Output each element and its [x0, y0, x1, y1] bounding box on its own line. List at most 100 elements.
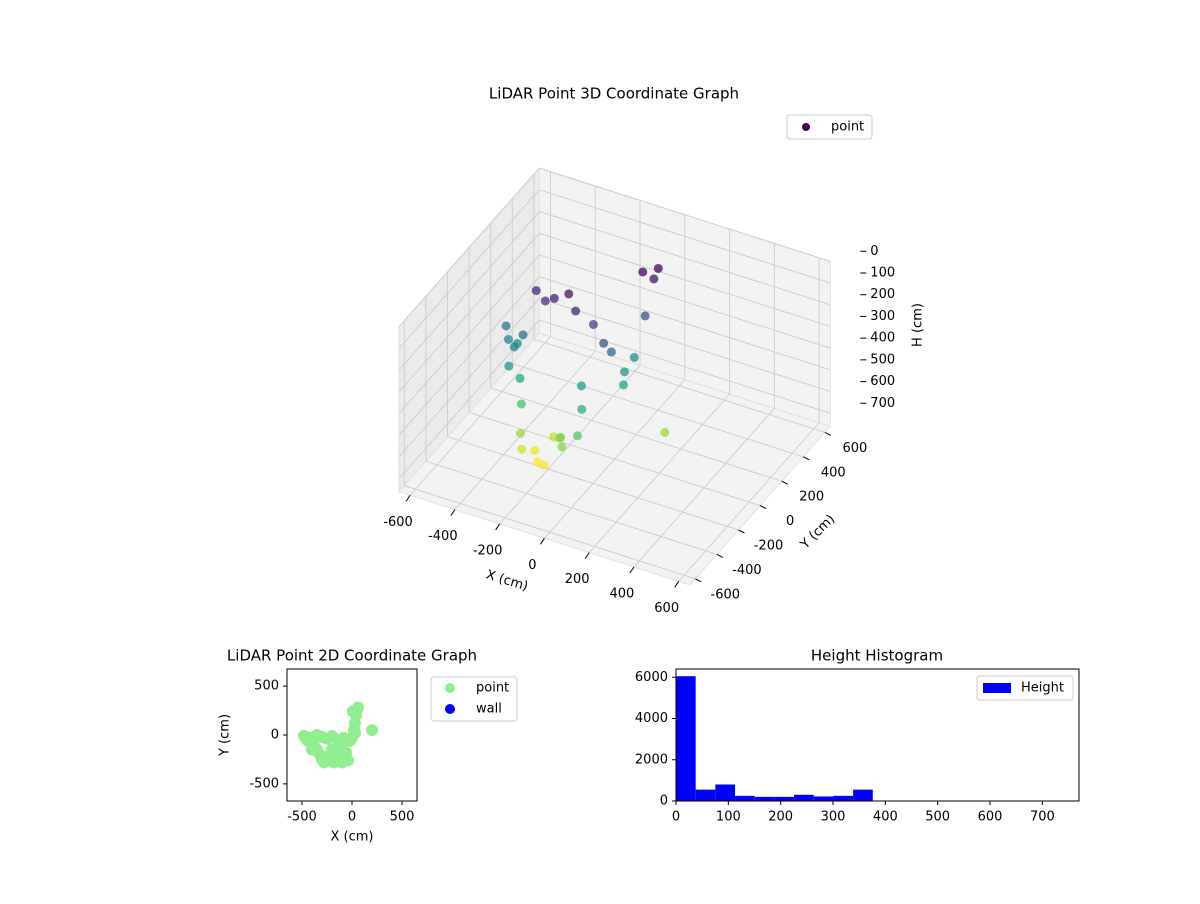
bar	[715, 784, 736, 801]
legend-marker	[802, 123, 810, 131]
point	[501, 321, 511, 331]
grid-line	[533, 338, 826, 433]
grid-line	[398, 189, 540, 349]
y-tick	[803, 456, 810, 461]
y-tick-label: 6000	[635, 670, 668, 685]
bar	[833, 795, 854, 801]
x-tick-label: -200	[473, 543, 503, 558]
z-tick-label: 400	[870, 331, 895, 346]
x-tick-label: 0	[348, 810, 356, 825]
point	[660, 428, 670, 438]
point	[516, 399, 526, 409]
point	[549, 293, 559, 303]
z-tick-label: 500	[870, 352, 895, 367]
z-tick-label: 300	[870, 309, 895, 324]
x-tick	[539, 538, 545, 545]
x-tick	[450, 509, 456, 516]
point	[515, 428, 525, 438]
x-tick	[405, 495, 411, 502]
z-tick-label: 200	[870, 287, 895, 302]
point	[515, 373, 525, 383]
point	[366, 724, 378, 737]
z-tick-label: 600	[870, 374, 895, 389]
x-tick-label: 300	[821, 810, 846, 825]
point	[571, 306, 581, 316]
x-tick	[629, 566, 635, 574]
chart-title: LiDAR Point 3D Coordinate Graph	[489, 85, 739, 103]
grid-line	[539, 189, 831, 284]
x-tick-label: 700	[1030, 810, 1055, 825]
z-axis-label: H (cm)	[911, 303, 926, 347]
bar	[853, 789, 873, 801]
point	[576, 381, 586, 391]
grid-line	[398, 254, 540, 414]
point	[557, 442, 567, 452]
x-tick-label: -500	[287, 810, 317, 825]
point	[588, 319, 598, 329]
x-tick-label: 500	[390, 810, 415, 825]
x-tick-label: -400	[428, 529, 458, 544]
y-tick-label: 200	[799, 490, 824, 505]
y-tick-label: 600	[842, 441, 867, 456]
y-tick-label: 400	[821, 465, 846, 480]
x-tick-label: 500	[925, 810, 950, 825]
point	[649, 274, 659, 284]
point	[577, 404, 587, 414]
point	[653, 263, 663, 273]
x-tick-label: 600	[654, 601, 679, 616]
grid-line	[539, 319, 831, 414]
grid-line	[490, 387, 782, 482]
y-tick	[716, 553, 724, 558]
legend-box	[430, 676, 518, 722]
point	[640, 311, 650, 321]
y-tick-label: 2000	[635, 752, 668, 767]
x-tick-label: 100	[716, 810, 741, 825]
grid-line	[512, 363, 804, 458]
grid-line	[539, 254, 831, 349]
legend-box	[976, 675, 1074, 701]
y-tick-label: -200	[754, 539, 784, 554]
x-axis-label: X (cm)	[331, 830, 374, 845]
legend-marker	[445, 683, 455, 693]
axes-frame	[675, 668, 1080, 802]
y-tick-label: 0	[271, 728, 279, 743]
point	[517, 444, 527, 454]
y-tick-label: -600	[711, 587, 741, 602]
legend-label: wall	[476, 702, 502, 717]
x-tick-label: 0	[528, 558, 536, 573]
legend-box	[786, 114, 873, 140]
bar	[754, 796, 775, 801]
grid-line	[539, 167, 831, 262]
y-tick-label: 0	[786, 514, 794, 529]
point	[606, 347, 616, 357]
y-tick-label: -400	[732, 563, 762, 578]
point	[629, 352, 639, 362]
point	[638, 267, 648, 277]
bar	[695, 789, 716, 801]
bar	[774, 796, 795, 801]
bar	[676, 676, 696, 801]
point	[352, 701, 364, 714]
y-tick-label: 4000	[635, 711, 668, 726]
x-tick	[584, 552, 590, 559]
legend-label: point	[476, 681, 509, 696]
x-tick-label: 400	[873, 810, 898, 825]
grid-line	[398, 232, 540, 393]
point	[540, 296, 550, 306]
point	[509, 342, 519, 352]
point	[503, 334, 513, 344]
legend-label: Height	[1021, 681, 1064, 696]
y-tick-label: -500	[249, 776, 279, 791]
legend-marker	[983, 683, 1011, 693]
point	[306, 743, 318, 756]
point	[336, 756, 348, 769]
chart-title: LiDAR Point 2D Coordinate Graph	[227, 647, 477, 665]
bar	[813, 796, 834, 801]
grid-line	[398, 276, 540, 436]
grid-line	[398, 211, 540, 371]
x-tick-label: 600	[978, 810, 1003, 825]
grid-line	[447, 436, 739, 531]
y-tick	[738, 529, 745, 534]
x-tick-label: -600	[383, 515, 413, 530]
